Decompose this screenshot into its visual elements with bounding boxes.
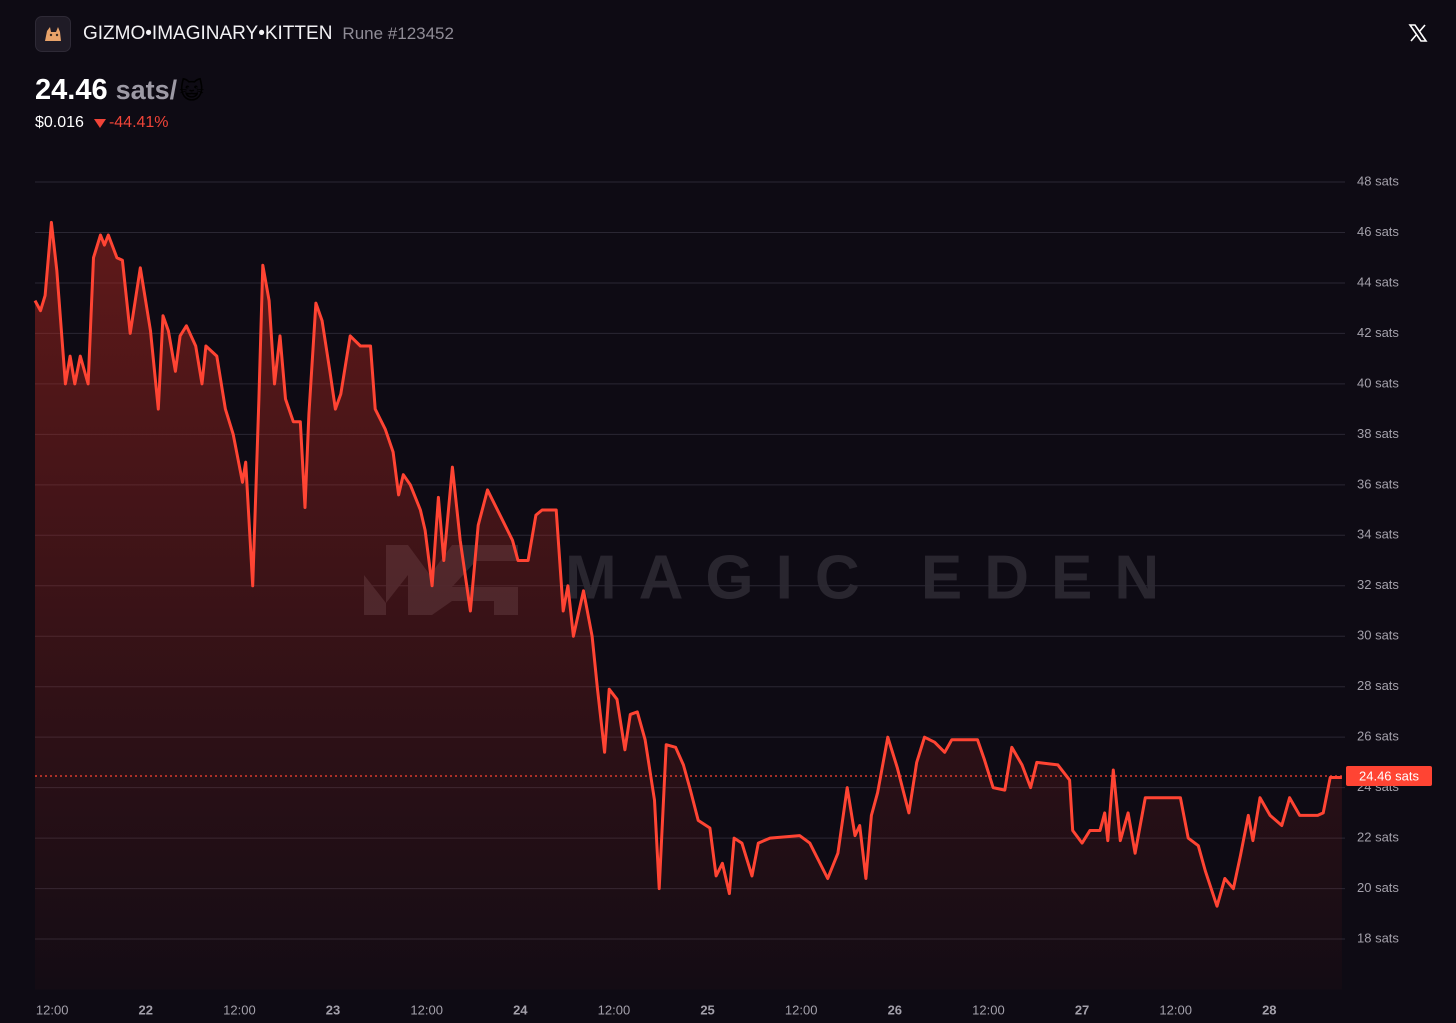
x-tick-label: 26 bbox=[888, 1002, 902, 1017]
change-row: $0.016 -44.41% bbox=[35, 114, 169, 132]
price-line bbox=[33, 220, 1342, 908]
y-tick-label: 34 sats bbox=[1357, 527, 1399, 542]
watermark-text: MAGIC EDEN bbox=[565, 543, 1181, 612]
x-tick-label: 22 bbox=[139, 1002, 153, 1017]
y-tick-label: 26 sats bbox=[1357, 729, 1399, 744]
x-tick-label: 12:00 bbox=[1159, 1002, 1192, 1017]
y-tick-label: 48 sats bbox=[1357, 173, 1399, 188]
token-icon bbox=[35, 15, 71, 52]
x-share-button[interactable] bbox=[1408, 23, 1428, 43]
y-tick-label: 42 sats bbox=[1357, 325, 1399, 340]
emoji: 😺 bbox=[179, 78, 205, 105]
x-tick-label: 23 bbox=[326, 1002, 340, 1017]
price-area bbox=[35, 222, 1342, 990]
x-tick-label: 12:00 bbox=[223, 1002, 256, 1017]
token-name: GIZMO•IMAGINARY•KITTEN bbox=[83, 22, 333, 44]
current-price-label: 24.46 sats bbox=[1359, 768, 1419, 783]
x-tick-label: 12:00 bbox=[598, 1002, 631, 1017]
x-tick-label: 12:00 bbox=[36, 1002, 69, 1017]
x-tick-label: 25 bbox=[700, 1002, 714, 1017]
y-tick-label: 38 sats bbox=[1357, 426, 1399, 441]
cat-icon bbox=[45, 26, 61, 41]
y-tick-label: 44 sats bbox=[1357, 274, 1399, 289]
x-tick-label: 12:00 bbox=[410, 1002, 443, 1017]
y-tick-label: 40 sats bbox=[1357, 375, 1399, 390]
title-row: GIZMO•IMAGINARY•KITTEN Rune #123452 bbox=[35, 15, 454, 52]
y-tick-label: 30 sats bbox=[1357, 628, 1399, 643]
x-tick-label: 12:00 bbox=[785, 1002, 818, 1017]
y-tick-label: 18 sats bbox=[1357, 930, 1399, 945]
plot: 24.46 sats bbox=[33, 220, 1432, 990]
y-tick-label: 20 sats bbox=[1357, 880, 1399, 895]
y-tick-label: 22 sats bbox=[1357, 830, 1399, 845]
usd-price: $0.016 bbox=[35, 114, 84, 131]
down-arrow bbox=[93, 119, 106, 128]
x-tick-label: 28 bbox=[1262, 1002, 1276, 1017]
y-tick-label: 28 sats bbox=[1357, 678, 1399, 693]
price-unit: sats/ bbox=[115, 75, 178, 105]
header: GIZMO•IMAGINARY•KITTEN Rune #123452 24.4… bbox=[0, 0, 1456, 150]
y-tick-label: 32 sats bbox=[1357, 577, 1399, 592]
x-tick-label: 27 bbox=[1075, 1002, 1089, 1017]
y-tick-label: 46 sats bbox=[1357, 224, 1399, 239]
x-tick-label: 12:00 bbox=[972, 1002, 1005, 1017]
x-tick-label: 24 bbox=[513, 1002, 528, 1017]
current-price-badge bbox=[1346, 766, 1432, 787]
price-change: -44.41% bbox=[108, 114, 169, 131]
price: 24.46 bbox=[35, 74, 108, 106]
y-tick-label: 36 sats bbox=[1357, 476, 1399, 491]
price-row: 24.46 sats/ 😺 bbox=[35, 74, 204, 107]
rune-id: Rune #123452 bbox=[342, 23, 454, 43]
